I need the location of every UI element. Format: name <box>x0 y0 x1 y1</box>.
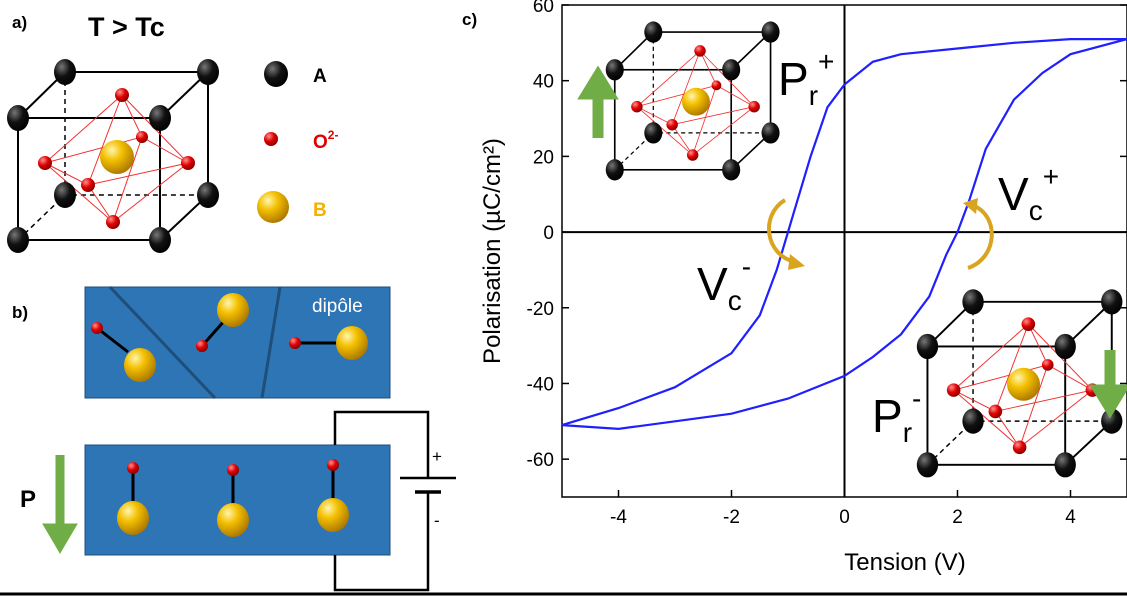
panel-label: a) <box>12 13 27 32</box>
legend-label: B <box>313 200 327 221</box>
down-arrow <box>1089 350 1127 419</box>
circuit <box>333 410 456 592</box>
annotation: Pr+ <box>778 46 834 111</box>
switch-arrow-head <box>788 254 805 270</box>
dipole-label: dipôle <box>312 296 363 317</box>
y-tick-label: -60 <box>527 450 554 471</box>
panel-c: c) Tension (V) Polarisation (µC/cm²) -60… <box>462 0 1127 576</box>
panel-title: T > Tc <box>88 12 165 42</box>
hysteresis-curve <box>561 38 1127 431</box>
dipole <box>91 293 368 382</box>
inset-cube <box>915 288 1124 479</box>
annotation: Pr- <box>872 383 921 448</box>
battery-minus: - <box>434 511 440 530</box>
inset-cube <box>604 20 781 182</box>
polarization-arrow <box>42 455 78 554</box>
poled-box <box>84 444 391 556</box>
switch-arrow <box>967 203 994 270</box>
switch-arrow-head <box>963 198 978 214</box>
x-tick-label: -4 <box>610 507 627 528</box>
x-axis-label: Tension (V) <box>844 549 965 576</box>
x-tick-label: 4 <box>1065 507 1076 528</box>
legend-label: O2- <box>313 128 338 153</box>
panel-b: b) dipôle P + - <box>12 285 456 592</box>
battery-plus: + <box>432 447 442 466</box>
y-tick-label: 0 <box>543 223 554 244</box>
y-tick-label: 60 <box>533 0 554 17</box>
legend-sphere-a <box>264 61 288 87</box>
panel-label: b) <box>12 303 28 322</box>
annotation: Vc+ <box>998 161 1059 226</box>
panel-a: a) T > Tc A O2- B <box>6 12 338 254</box>
up-arrow <box>577 65 619 138</box>
legend-sphere-b <box>257 191 289 223</box>
y-tick-label: -40 <box>527 374 554 395</box>
x-tick-label: 0 <box>839 507 850 528</box>
domain-walls <box>108 285 282 400</box>
y-tick-label: 40 <box>533 72 554 93</box>
perovskite-cube <box>6 58 220 254</box>
annotation: Vc- <box>697 251 751 316</box>
x-tick-label: 2 <box>952 507 963 528</box>
y-tick-label: 20 <box>533 147 554 168</box>
y-axis-label: Polarisation (µC/cm²) <box>479 138 506 364</box>
legend-label: A <box>313 66 327 87</box>
panel-label: c) <box>462 10 477 29</box>
legend-sphere-o <box>264 132 278 146</box>
y-tick-label: -20 <box>527 299 554 320</box>
x-tick-label: -2 <box>723 507 740 528</box>
polarization-label: P <box>20 486 36 513</box>
switch-arrow <box>767 198 796 264</box>
